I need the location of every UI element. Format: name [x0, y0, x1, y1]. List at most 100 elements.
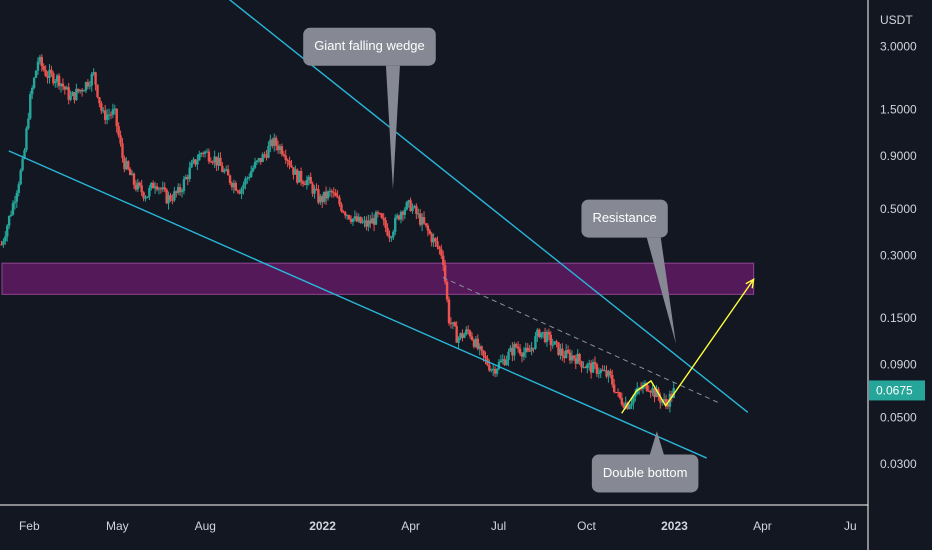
price-axis[interactable]: 3.0000 1.5000 0.9000 0.5000 0.3000 0.1500 0.09… — [880, 40, 917, 471]
candle-body — [622, 404, 625, 408]
candle-body — [461, 333, 464, 338]
candle-body — [522, 352, 526, 357]
candle-body — [624, 402, 627, 408]
price-tick-label: 0.5000 — [880, 202, 917, 216]
candle-body — [388, 235, 391, 238]
candle-body — [96, 84, 99, 98]
time-tick-label: 2022 — [309, 519, 336, 533]
candle-body — [601, 369, 604, 371]
candle-body — [430, 233, 433, 243]
candle-body — [392, 231, 395, 238]
wedge-lower-line — [8, 150, 707, 459]
candle-body — [653, 388, 656, 398]
candle-body — [294, 169, 297, 175]
candle-body — [305, 179, 309, 186]
candle-body — [150, 182, 153, 189]
annotation-box — [303, 27, 436, 66]
candle-body — [380, 213, 383, 218]
candle-body — [630, 403, 633, 406]
current-price-tag: 0.0675 — [869, 380, 925, 401]
candle-body — [474, 338, 478, 347]
candle-body — [509, 347, 512, 352]
candle-body — [296, 169, 299, 183]
annotations-layer: Giant falling wedge Resistance Double bott… — [303, 27, 699, 493]
candle-body — [661, 400, 664, 403]
candle-body — [40, 56, 44, 67]
candle-body — [370, 218, 374, 224]
candle-body — [534, 336, 537, 349]
candle-body — [180, 190, 184, 193]
candle-body — [236, 190, 239, 192]
time-tick-label: Oct — [577, 519, 596, 533]
time-axis[interactable]: Feb May Aug 2022 Apr Jul Oct 2023 Apr Ju — [19, 519, 857, 533]
candle-body — [307, 176, 310, 180]
annotation-text: Resistance — [592, 210, 656, 225]
annotation-callout[interactable]: Giant falling wedge — [303, 27, 436, 190]
candle-body — [321, 196, 324, 202]
candle-body — [324, 191, 328, 199]
price-tag-label: 0.0675 — [876, 383, 913, 397]
candle-body — [55, 75, 59, 82]
candle-body — [207, 151, 211, 162]
candle-body — [588, 363, 591, 365]
candle-body — [626, 402, 629, 410]
candle-body — [545, 331, 549, 342]
candle-body — [505, 360, 508, 366]
candle-body — [346, 215, 349, 217]
candle-body — [23, 150, 26, 159]
annotation-callout[interactable]: Resistance — [581, 199, 676, 344]
candle-body — [121, 143, 124, 158]
candle-body — [394, 217, 397, 232]
candle-body — [532, 347, 535, 349]
candle-body — [482, 350, 485, 356]
candle-body — [80, 89, 84, 92]
candle-body — [465, 329, 468, 335]
candle-body — [2, 241, 5, 245]
time-tick-label: Feb — [19, 519, 40, 533]
candle-body — [82, 90, 86, 92]
candle-body — [13, 201, 17, 204]
candle-body — [407, 200, 410, 203]
candle-body — [201, 153, 205, 155]
candle-body — [420, 217, 424, 225]
candles-layer — [0, 54, 675, 413]
candle-body — [92, 72, 95, 75]
candle-body — [616, 392, 620, 394]
candle-body — [9, 214, 13, 216]
candle-body — [286, 159, 289, 161]
candle-body — [182, 179, 186, 191]
candle-body — [54, 81, 57, 84]
candle-body — [493, 368, 497, 374]
candle-body — [478, 346, 481, 349]
candle-body — [153, 186, 157, 189]
resistance-zone — [1, 262, 755, 295]
wedge-upper-line — [228, 0, 749, 413]
candle-body — [468, 331, 472, 337]
candle-body — [632, 396, 635, 404]
candle-body — [67, 87, 70, 100]
trendlines-layer — [8, 0, 755, 459]
candle-body — [159, 188, 163, 190]
candle-body — [488, 364, 491, 371]
candle-body — [265, 154, 268, 158]
annotation-pointer — [385, 65, 400, 190]
candle-body — [248, 177, 251, 179]
annotation-callout[interactable]: Double bottom — [591, 431, 699, 493]
candle-body — [651, 388, 654, 393]
time-tick-label: 2023 — [661, 519, 688, 533]
candle-body — [157, 188, 161, 190]
candle-body — [7, 215, 11, 226]
candle-body — [584, 367, 587, 369]
candle-body — [582, 367, 585, 369]
candle-body — [301, 181, 305, 184]
candle-body — [27, 118, 30, 129]
candle-body — [401, 211, 405, 215]
candle-body — [574, 358, 577, 364]
candle-body — [576, 353, 579, 364]
candle-body — [17, 184, 20, 193]
candle-body — [167, 195, 170, 204]
candle-body — [516, 346, 520, 349]
candle-body — [599, 369, 602, 373]
candle-body — [205, 151, 209, 153]
